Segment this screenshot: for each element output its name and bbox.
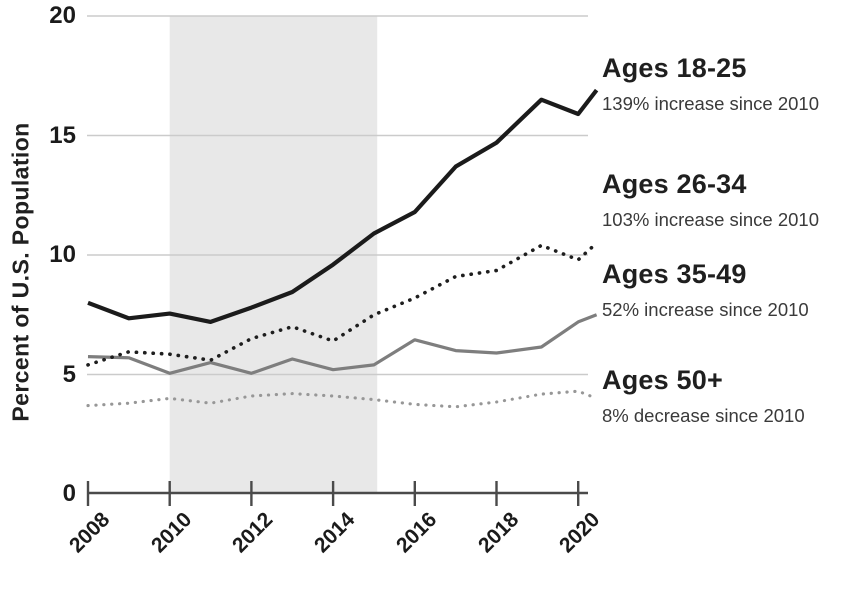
series-line-ages-18-25 [87, 88, 599, 324]
y-tick-label-15: 15 [49, 121, 76, 149]
legend-note-ages-35-49: 52% increase since 2010 [602, 299, 809, 320]
y-tick-label-20: 20 [49, 2, 76, 29]
legend-title-ages-26-34: Ages 26-34 [602, 169, 747, 199]
legend-note-ages-26-34: 103% increase since 2010 [602, 209, 820, 230]
legend-item-ages-18-25: Ages 18-25 139% increase since 2010 [602, 52, 819, 115]
legend-note-ages-50-: 8% decrease since 2010 [602, 405, 805, 426]
series-line-ages-26-34 [86, 241, 599, 367]
legend-title-ages-35-49: Ages 35-49 [602, 259, 747, 289]
legend-item-ages-50-: Ages 50+ 8% decrease since 2010 [602, 364, 805, 427]
y-tick-label-10: 10 [49, 241, 76, 268]
y-tick-label-5: 5 [62, 360, 76, 388]
y-tick-label-0: 0 [62, 480, 76, 507]
plot-area [86, 15, 599, 506]
legend-item-ages-35-49: Ages 35-49 52% increase since 2010 [602, 258, 809, 321]
legend-title-ages-50-: Ages 50+ [602, 365, 723, 395]
chart-figure: Percent of U.S. Population 0 5 10 15 20 2008… [7, 2, 820, 558]
shaded-region [169, 16, 378, 492]
legend-item-ages-26-34: Ages 26-34 103% increase since 2010 [602, 168, 819, 231]
legend-title-ages-18-25: Ages 18-25 [602, 53, 747, 83]
series-line-ages-35-49 [87, 313, 598, 375]
legend-note-ages-18-25: 139% increase since 2010 [602, 93, 820, 114]
